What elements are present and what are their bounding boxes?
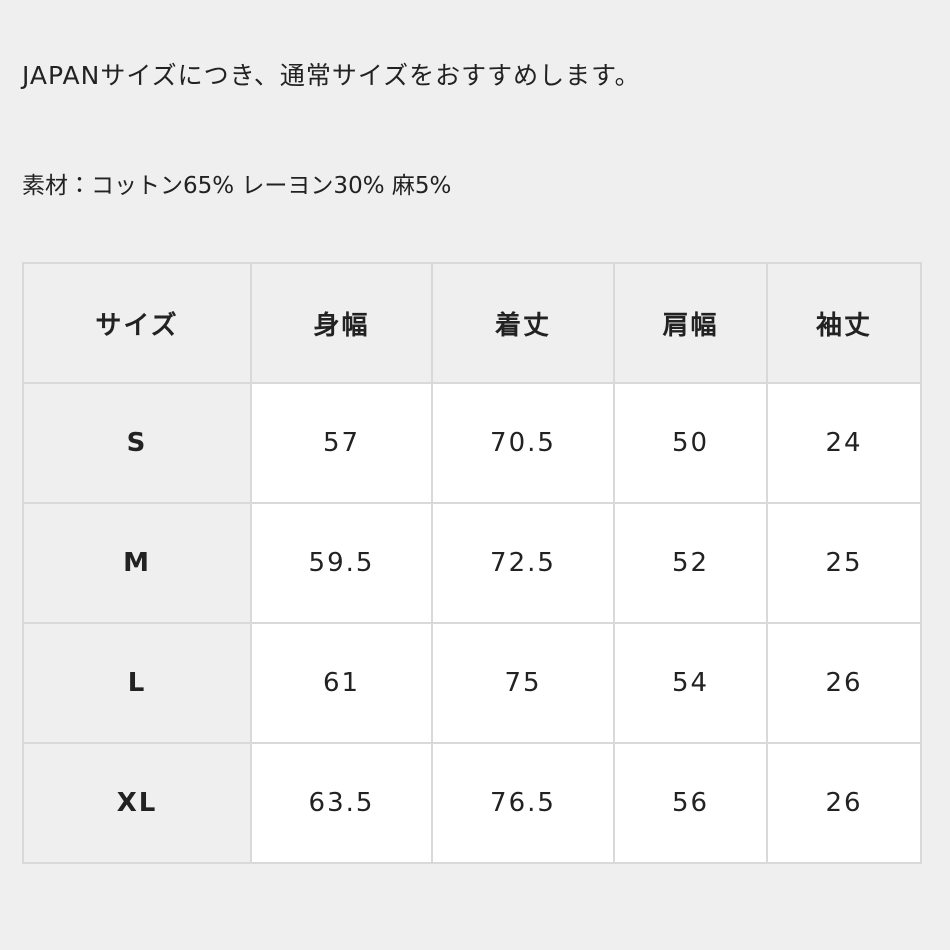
table-row: S 57 70.5 50 24 xyxy=(22,382,922,504)
value-cell: 59.5 xyxy=(250,502,433,624)
header-cell: 身幅 xyxy=(250,262,433,384)
value-cell: 26 xyxy=(766,622,922,744)
value-cell: 75 xyxy=(431,622,615,744)
value-cell: 56 xyxy=(613,742,768,864)
header-cell: 袖丈 xyxy=(766,262,922,384)
header-cell: 肩幅 xyxy=(613,262,768,384)
size-cell: L xyxy=(22,622,252,744)
table-row: M 59.5 72.5 52 25 xyxy=(22,502,922,624)
size-table: サイズ 身幅 着丈 肩幅 袖丈 S 57 70.5 50 24 M 59.5 72.5 52 25 L 61 75… xyxy=(22,262,922,864)
value-cell: 54 xyxy=(613,622,768,744)
value-cell: 25 xyxy=(766,502,922,624)
value-cell: 72.5 xyxy=(431,502,615,624)
value-cell: 76.5 xyxy=(431,742,615,864)
material-note: 素材：コットン65% レーヨン30% 麻5% xyxy=(22,173,452,199)
header-cell: サイズ xyxy=(22,262,252,384)
table-row: L 61 75 54 26 xyxy=(22,622,922,744)
header-cell: 着丈 xyxy=(431,262,615,384)
value-cell: 24 xyxy=(766,382,922,504)
header-row: サイズ 身幅 着丈 肩幅 袖丈 xyxy=(22,262,922,384)
value-cell: 57 xyxy=(250,382,433,504)
size-cell: XL xyxy=(22,742,252,864)
value-cell: 63.5 xyxy=(250,742,433,864)
table-row: XL 63.5 76.5 56 26 xyxy=(22,742,922,864)
value-cell: 50 xyxy=(613,382,768,504)
note: JAPANサイズにつき、通常サイズをおすすめします。 xyxy=(22,61,641,90)
value-cell: 70.5 xyxy=(431,382,615,504)
size-cell: M xyxy=(22,502,252,624)
size-cell: S xyxy=(22,382,252,504)
value-cell: 61 xyxy=(250,622,433,744)
value-cell: 52 xyxy=(613,502,768,624)
value-cell: 26 xyxy=(766,742,922,864)
